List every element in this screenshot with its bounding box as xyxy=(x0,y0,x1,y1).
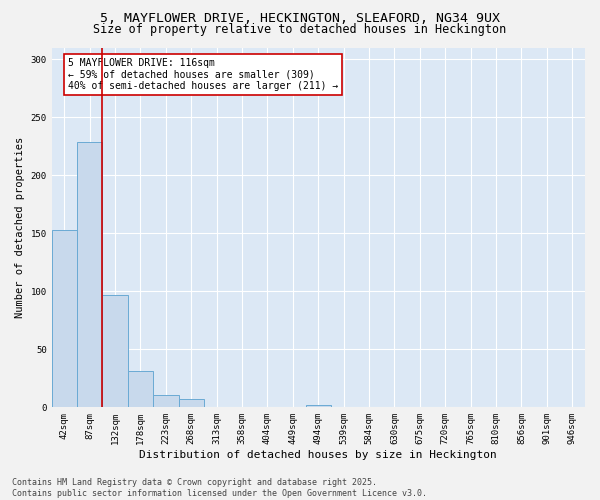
Bar xyxy=(77,142,103,408)
Text: Size of property relative to detached houses in Heckington: Size of property relative to detached ho… xyxy=(94,22,506,36)
Y-axis label: Number of detached properties: Number of detached properties xyxy=(15,137,25,318)
Bar xyxy=(52,230,77,408)
X-axis label: Distribution of detached houses by size in Heckington: Distribution of detached houses by size … xyxy=(139,450,497,460)
Text: 5, MAYFLOWER DRIVE, HECKINGTON, SLEAFORD, NG34 9UX: 5, MAYFLOWER DRIVE, HECKINGTON, SLEAFORD… xyxy=(100,12,500,26)
Bar xyxy=(128,372,153,408)
Text: 5 MAYFLOWER DRIVE: 116sqm
← 59% of detached houses are smaller (309)
40% of semi: 5 MAYFLOWER DRIVE: 116sqm ← 59% of detac… xyxy=(68,58,338,92)
Bar xyxy=(103,294,128,408)
Bar xyxy=(153,394,179,407)
Bar xyxy=(305,405,331,407)
Bar xyxy=(179,399,204,407)
Text: Contains HM Land Registry data © Crown copyright and database right 2025.
Contai: Contains HM Land Registry data © Crown c… xyxy=(12,478,427,498)
